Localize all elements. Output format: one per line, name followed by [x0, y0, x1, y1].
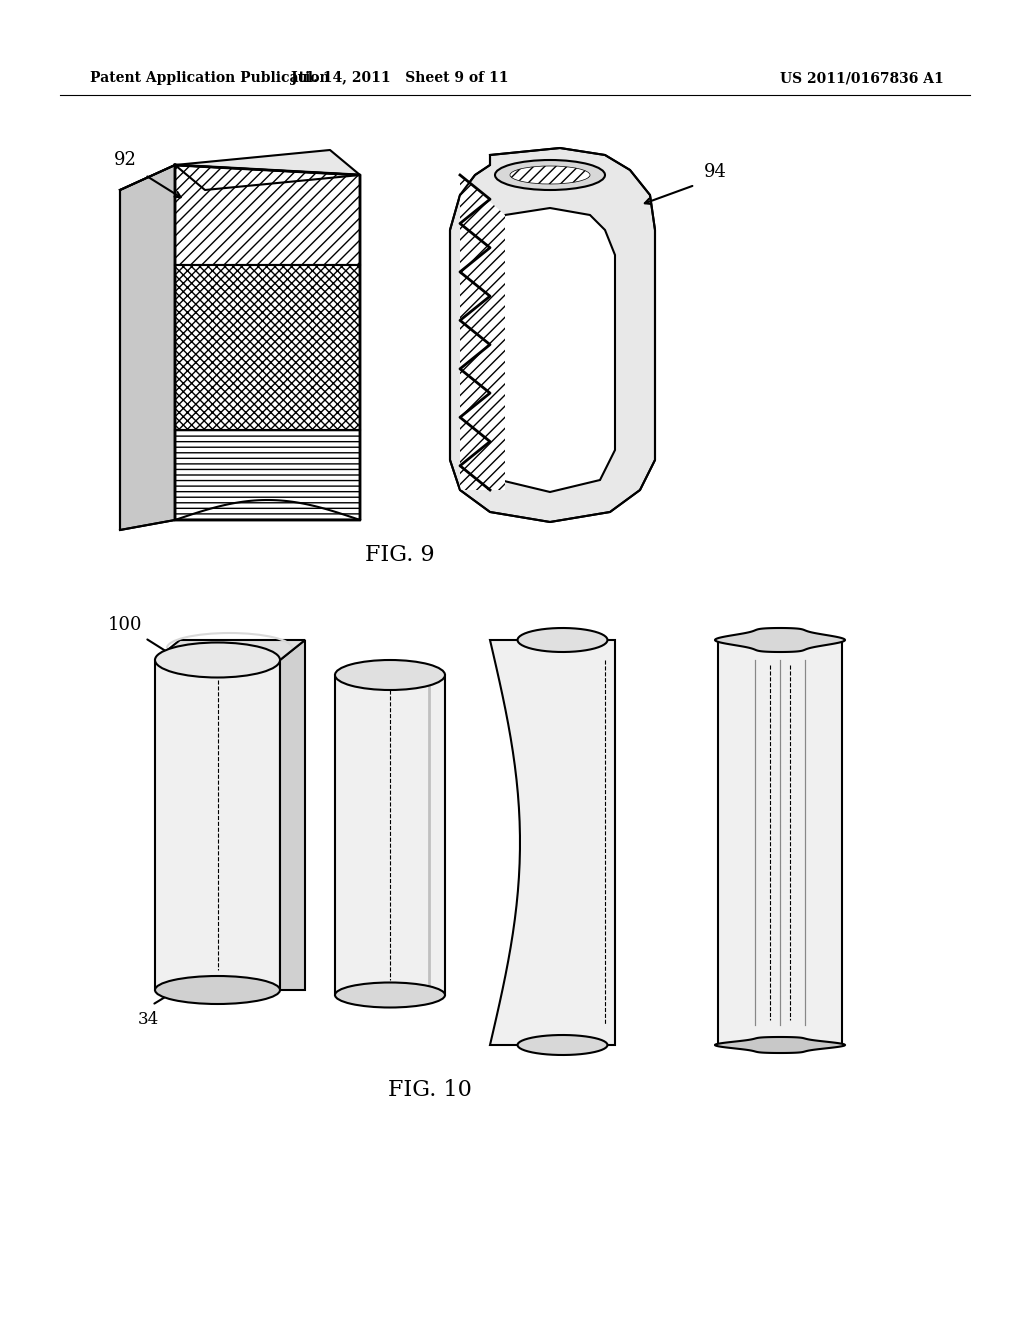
Polygon shape: [175, 165, 360, 265]
Ellipse shape: [335, 660, 445, 690]
Text: 92: 92: [114, 150, 136, 169]
Polygon shape: [460, 176, 505, 490]
Polygon shape: [280, 640, 305, 990]
Polygon shape: [175, 265, 360, 430]
Text: FIG. 10: FIG. 10: [388, 1078, 472, 1101]
Ellipse shape: [155, 975, 280, 1005]
Polygon shape: [335, 675, 445, 995]
Ellipse shape: [335, 982, 445, 1007]
Ellipse shape: [510, 166, 590, 183]
Polygon shape: [175, 430, 360, 520]
Polygon shape: [155, 660, 280, 990]
Text: FIG. 9: FIG. 9: [366, 544, 435, 566]
Text: 34: 34: [138, 1011, 160, 1028]
Polygon shape: [517, 628, 607, 652]
Text: 100: 100: [108, 616, 142, 634]
Polygon shape: [490, 640, 615, 1045]
Polygon shape: [715, 628, 845, 652]
Text: Patent Application Publication: Patent Application Publication: [90, 71, 330, 84]
Polygon shape: [715, 1038, 845, 1053]
Polygon shape: [120, 165, 175, 531]
Polygon shape: [485, 209, 615, 492]
Polygon shape: [450, 148, 655, 521]
Text: 94: 94: [703, 162, 726, 181]
Text: Jul. 14, 2011   Sheet 9 of 11: Jul. 14, 2011 Sheet 9 of 11: [291, 71, 509, 84]
Polygon shape: [175, 150, 360, 190]
Polygon shape: [718, 640, 845, 1045]
Ellipse shape: [495, 160, 605, 190]
Text: US 2011/0167836 A1: US 2011/0167836 A1: [780, 71, 944, 84]
Polygon shape: [517, 1035, 607, 1055]
Polygon shape: [155, 640, 305, 660]
Ellipse shape: [155, 643, 280, 677]
